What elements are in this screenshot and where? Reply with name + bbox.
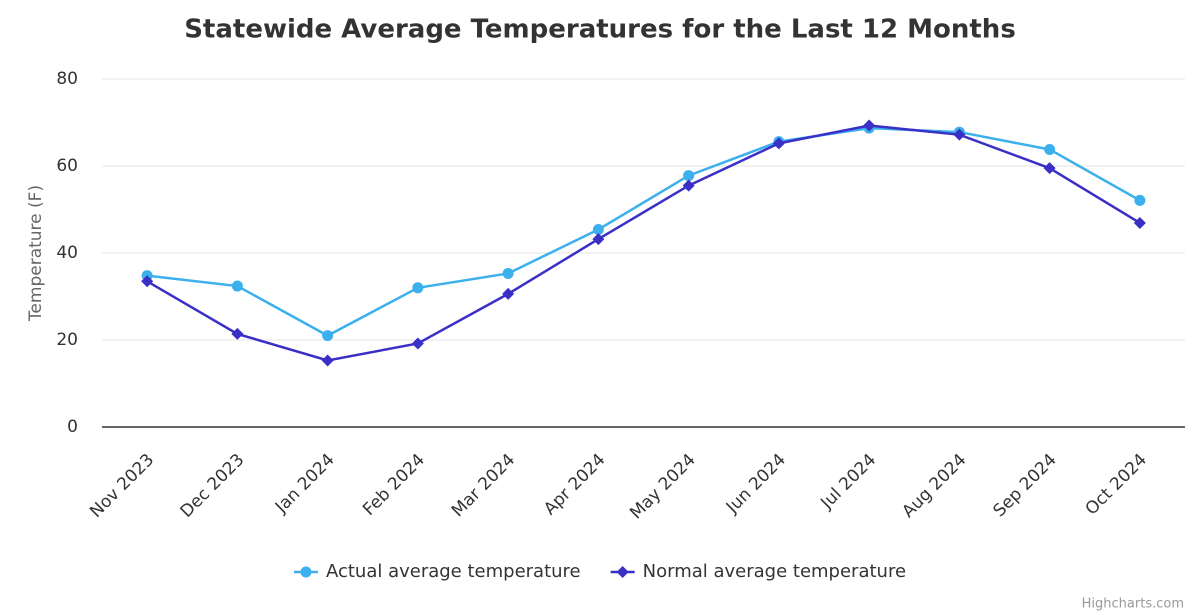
data-point [1134, 194, 1146, 206]
data-point [1133, 216, 1146, 229]
data-point [141, 275, 154, 288]
legend-marker [616, 566, 629, 578]
data-point [682, 179, 695, 192]
data-point [863, 119, 876, 132]
x-tick-label: Apr 2024 [540, 450, 609, 519]
data-point [772, 137, 785, 150]
x-tick-label: Nov 2023 [86, 450, 158, 522]
data-point [322, 330, 334, 342]
x-tick-label: May 2024 [626, 450, 699, 523]
x-tick-label: Jul 2024 [816, 450, 880, 514]
x-tick-label: Feb 2024 [359, 450, 429, 520]
legend: Actual average temperature Normal average… [293, 561, 906, 582]
y-tick-label: 80 [56, 69, 78, 89]
x-tick-label: Oct 2024 [1082, 450, 1151, 519]
y-tick-label: 40 [56, 243, 78, 263]
chart-title: Statewide Average Temperatures for the L… [184, 15, 1016, 45]
data-point [953, 128, 966, 141]
data-point [502, 287, 515, 300]
legend-marker [300, 566, 312, 578]
data-point [592, 224, 604, 236]
series-line [146, 126, 1141, 338]
y-tick-label: 60 [56, 156, 78, 176]
data-point [502, 267, 514, 279]
legend-label: Normal average temperature [643, 561, 906, 582]
data-point [231, 280, 243, 292]
data-point [1044, 143, 1056, 155]
x-tick-label: Jun 2024 [722, 450, 790, 518]
y-tick-label: 20 [56, 330, 78, 350]
x-tick-label: Aug 2024 [898, 450, 970, 522]
x-tick-label: Sep 2024 [989, 450, 1060, 521]
x-tick-label: Jan 2024 [271, 450, 339, 518]
data-point [231, 327, 244, 340]
x-tick-label: Dec 2023 [177, 450, 249, 522]
y-axis-label: Temperature (F) [26, 185, 46, 322]
credits[interactable]: Highcharts.com [1082, 597, 1184, 612]
series-line [146, 124, 1141, 362]
data-point [592, 233, 605, 246]
data-point [683, 170, 695, 182]
legend-label: Actual average temperature [326, 561, 581, 582]
legend-item[interactable]: Actual average temperature [293, 561, 581, 582]
y-tick-label: 0 [67, 417, 78, 437]
data-point [321, 354, 334, 367]
data-point [411, 337, 424, 350]
legend-item[interactable]: Normal average temperature [610, 561, 906, 582]
data-point [412, 282, 424, 294]
x-tick-label: Mar 2024 [448, 450, 519, 521]
data-point [1043, 162, 1056, 175]
